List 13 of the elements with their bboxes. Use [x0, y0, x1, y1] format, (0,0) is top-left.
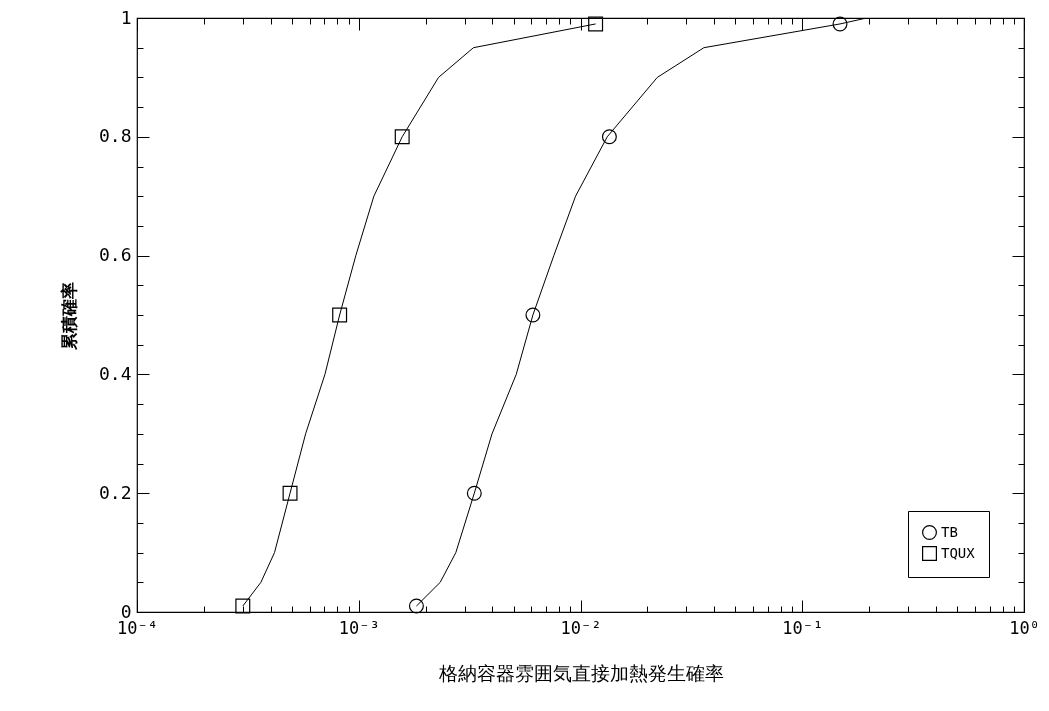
y-tick-label: 0.4 [98, 362, 132, 384]
y-tick-label: 0.2 [98, 481, 132, 503]
x-tick-label: 10⁻¹ [782, 617, 824, 638]
legend-label: TB [941, 523, 958, 540]
y-tick-label: 1 [120, 6, 132, 28]
x-tick-label: 10⁻³ [338, 617, 380, 638]
y-axis-title: 累積確率 [58, 281, 79, 351]
y-tick-label: 0.8 [98, 125, 132, 147]
y-tick-label: 0.6 [98, 244, 132, 266]
x-axis-title: 格納容器雰囲気直接加熱発生確率 [437, 661, 724, 684]
x-tick-label: 10⁻² [560, 617, 602, 638]
legend-label: TQUX [941, 544, 976, 561]
x-tick-label: 10⁰ [1009, 617, 1040, 638]
